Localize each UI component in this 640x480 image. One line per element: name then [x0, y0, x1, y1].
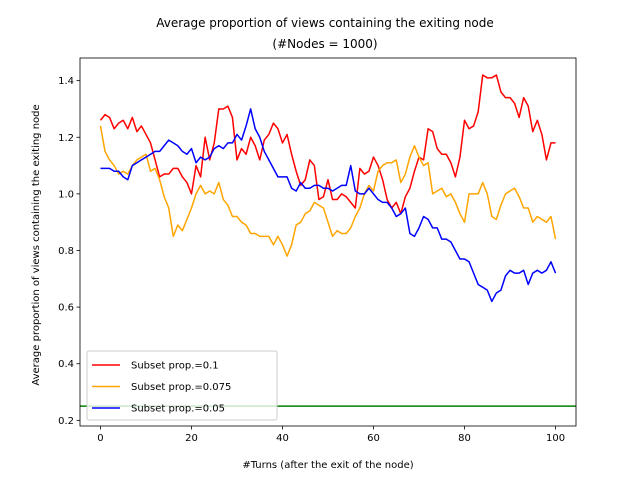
y-tick-label: 1.4 — [58, 76, 74, 87]
x-tick-label: 80 — [458, 433, 471, 444]
chart-subtitle: (#Nodes = 1000) — [272, 37, 377, 51]
y-axis-label: Average proportion of views containing t… — [31, 104, 42, 385]
x-tick-label: 60 — [367, 433, 380, 444]
x-tick-label: 20 — [185, 433, 198, 444]
x-tick-label: 0 — [97, 433, 103, 444]
y-tick-label: 1.2 — [58, 133, 74, 144]
legend: Subset prop.=0.1 Subset prop.=0.075 Subset… — [86, 350, 278, 421]
legend-box — [86, 350, 278, 421]
x-tick-label: 40 — [276, 433, 289, 444]
series-line-3 — [100, 108, 557, 303]
y-tick-label: 0.2 — [58, 416, 74, 427]
series-line-1 — [99, 74, 556, 215]
axis-ticks: 0 20 40 60 80 100 0.2 0.4 0.6 0.8 1.0 1.2 1.4 — [58, 76, 565, 444]
y-tick-label: 0.8 — [58, 246, 74, 257]
y-tick-label: 0.4 — [58, 359, 74, 370]
axes-frame — [79, 57, 577, 427]
legend-label-3: Subset prop.=0.05 — [131, 404, 225, 415]
x-tick-label: 100 — [546, 433, 565, 444]
chart-title: Average proportion of views containing t… — [156, 16, 494, 30]
x-axis-label: #Turns (after the exit of the node) — [242, 460, 413, 471]
legend-label-2: Subset prop.=0.075 — [131, 382, 231, 393]
series-line-2 — [99, 125, 557, 257]
legend-label-1: Subset prop.=0.1 — [131, 361, 219, 372]
y-tick-label: 1.0 — [58, 189, 74, 200]
y-tick-label: 0.6 — [58, 303, 74, 314]
